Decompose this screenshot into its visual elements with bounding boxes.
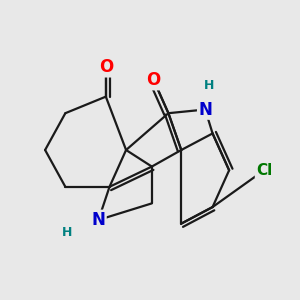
Text: Cl: Cl [256,163,272,178]
Text: N: N [92,211,105,229]
Text: H: H [62,226,72,239]
Text: O: O [147,71,161,89]
Text: N: N [198,100,212,118]
Text: O: O [99,58,113,76]
Text: H: H [204,79,214,92]
